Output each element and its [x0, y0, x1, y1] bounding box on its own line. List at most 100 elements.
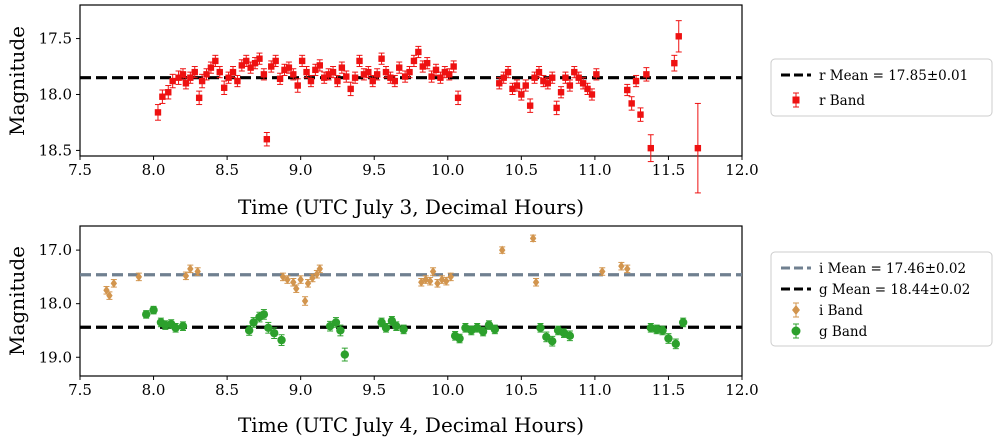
r-band-marker: [294, 82, 301, 89]
r-band-marker: [437, 74, 444, 81]
r-band-marker: [575, 74, 582, 81]
r-band-marker: [220, 84, 228, 91]
g-band-marker: [671, 339, 680, 349]
g-band-marker: [455, 334, 464, 343]
i-band-point: [426, 276, 434, 286]
r-band-marker: [694, 144, 702, 152]
r-band-marker: [643, 71, 650, 78]
r-band-marker: [540, 77, 547, 85]
g-band-point: [565, 330, 575, 342]
i-band-point: [293, 284, 300, 294]
r-band-point: [446, 68, 453, 81]
i-band-point: [135, 272, 143, 282]
r-band-marker: [365, 68, 372, 76]
r-band-marker: [593, 71, 600, 78]
i-band-marker: [304, 278, 312, 288]
r-band-marker: [325, 71, 332, 78]
r-band-point: [522, 79, 529, 92]
r-band-marker: [454, 94, 462, 102]
g-band-point: [671, 338, 680, 350]
g-band-point: [171, 323, 180, 333]
r-band-marker: [496, 80, 503, 87]
x-tick-label-top: 7.5: [68, 161, 92, 179]
r-band-point: [624, 83, 631, 97]
r-band-marker: [647, 144, 654, 152]
g-band-point: [178, 321, 188, 331]
i-band-point: [624, 264, 631, 274]
x-axis-label-top: Time (UTC July 3, Decimal Hours): [238, 195, 584, 219]
r-band-marker: [165, 89, 172, 96]
r-band-point: [159, 89, 166, 104]
g-band-marker: [490, 325, 500, 334]
g-band-point: [277, 334, 286, 346]
panel-july-4: 7.5 8.0 8.5 9.0 9.5 10.0 10.5 11.0 11.5 12.0 17.0 1…: [5, 225, 993, 437]
r-band-marker: [428, 73, 435, 80]
r-band-marker: [298, 57, 306, 65]
i-band-marker: [532, 277, 540, 287]
i-band-point: [499, 245, 506, 255]
g-band-marker: [678, 318, 688, 327]
i-band-marker: [194, 267, 201, 277]
r-band-marker: [450, 63, 457, 70]
r-band-marker: [671, 59, 678, 67]
i-band-marker: [624, 264, 631, 274]
i-band-marker: [297, 275, 304, 285]
g-band-marker: [664, 334, 673, 343]
g-band-marker: [542, 332, 551, 342]
r-band-marker: [531, 74, 538, 81]
r-band-point: [535, 66, 543, 79]
r-band-point: [647, 134, 654, 163]
r-band-point: [441, 66, 449, 79]
r-band-point: [671, 54, 678, 72]
r-band-marker: [571, 68, 578, 76]
r-band-point: [526, 98, 534, 113]
g-band-point: [142, 310, 151, 319]
i-band-marker: [187, 264, 194, 274]
i-band-point: [599, 267, 606, 277]
r-band-marker: [423, 59, 431, 67]
y-tick-label-bottom: 17.0: [39, 241, 72, 259]
x-tick-label-top: 9.0: [289, 161, 313, 179]
r-band-point: [220, 80, 228, 95]
g-band-point: [490, 324, 500, 335]
g-band-marker: [259, 310, 269, 319]
r-band-point: [454, 90, 462, 106]
x-tick-label-top: 12.0: [725, 161, 758, 179]
r-band-point: [316, 59, 323, 72]
y-tick-label-top: 18.0: [39, 85, 72, 103]
i-band-point: [187, 264, 194, 274]
x-tick-label-bottom: 8.5: [215, 381, 239, 399]
i-band-point: [194, 267, 201, 277]
r-band-point: [450, 60, 457, 73]
g-band-marker: [142, 310, 151, 319]
r-band-point: [637, 107, 644, 122]
r-band-point: [423, 57, 431, 70]
r-band-marker: [159, 93, 166, 100]
legend-label-r-band: r Band: [819, 93, 865, 109]
r-band-point: [281, 63, 288, 76]
r-band-point: [303, 66, 310, 79]
i-band-marker: [447, 272, 454, 282]
x-tick-label-bottom: 9.5: [362, 381, 386, 399]
r-band-point: [365, 66, 372, 79]
r-band-marker: [624, 86, 631, 94]
r-band-marker: [513, 82, 521, 89]
g-band-point: [392, 321, 401, 331]
r-band-marker: [526, 102, 534, 109]
r-band-point: [351, 71, 359, 84]
g-band-marker: [340, 350, 349, 359]
r-band-marker: [268, 63, 275, 70]
i-band-point: [532, 277, 540, 287]
r-band-marker: [260, 71, 268, 78]
g-band-point: [381, 323, 391, 333]
r-band-point: [329, 66, 337, 79]
g-band-point: [336, 324, 345, 337]
i-band-point: [429, 267, 437, 277]
r-band-point: [175, 70, 182, 85]
i-band-marker: [618, 261, 625, 271]
y-tick-label-top: 18.5: [39, 141, 72, 159]
i-band-point: [309, 273, 316, 283]
r-band-point: [347, 81, 354, 97]
r-band-marker: [378, 55, 385, 62]
